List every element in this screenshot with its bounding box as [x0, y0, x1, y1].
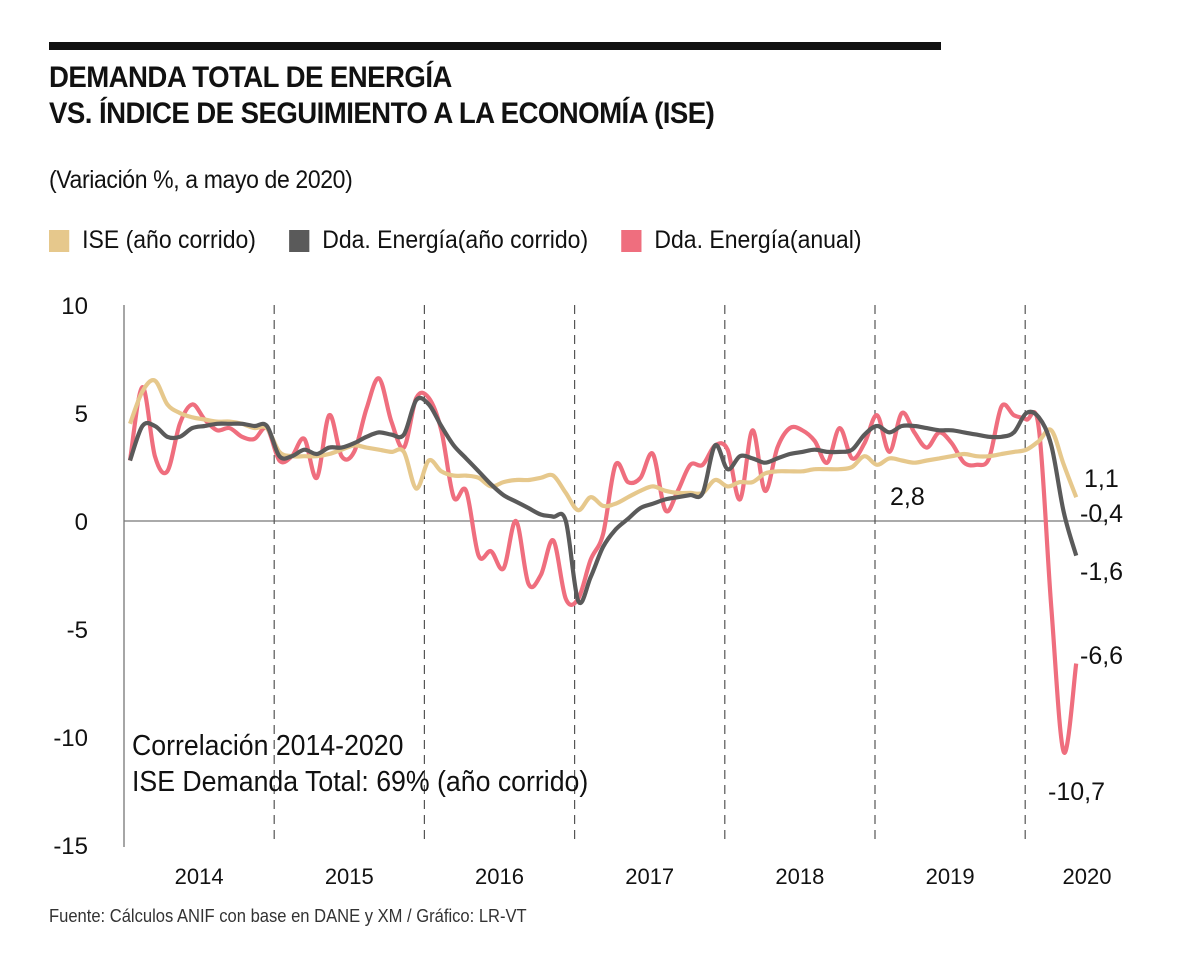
legend-item-energia-ano-corrido: Dda. Energía(año corrido): [289, 226, 588, 255]
legend-swatch-energia-ano-corrido: [289, 229, 310, 252]
x-year-label: 2014: [175, 864, 224, 889]
data-label: -1,6: [1080, 558, 1123, 586]
title-rule: [49, 42, 941, 50]
annotation-line-1: Correlación 2014-2020: [132, 730, 404, 762]
legend-label-energia-ano-corrido: Dda. Energía(año corrido): [322, 226, 589, 254]
data-label: 2,8: [890, 483, 925, 511]
legend: ISE (año corrido) Dda. Energía(año corri…: [49, 226, 895, 255]
series-line-energia-ano-corrido: [128, 395, 1079, 606]
correlation-annotation: Correlación 2014-2020 ISE Demanda Total:…: [132, 728, 588, 800]
data-label: -0,4: [1080, 500, 1123, 528]
y-tick-label: 5: [75, 401, 88, 428]
y-tick-label: 10: [61, 293, 88, 320]
title-line-1: DEMANDA TOTAL DE ENERGÍA: [49, 61, 452, 94]
y-tick-label: -10: [53, 725, 88, 752]
y-axis-ticks: 10 5 0 -5 -10 -15: [53, 293, 88, 860]
x-year-label: 2017: [625, 864, 674, 889]
legend-swatch-ise: [49, 229, 70, 252]
y-tick-label: 0: [75, 509, 88, 536]
legend-item-ise: ISE (año corrido): [49, 226, 256, 255]
x-year-label: 2018: [775, 864, 824, 889]
y-tick-label: -15: [53, 833, 88, 860]
x-year-label: 2016: [475, 864, 524, 889]
source-note: Fuente: Cálculos ANIF con base en DANE y…: [49, 906, 527, 926]
data-label: 1,1: [1084, 465, 1119, 493]
x-year-label: 2019: [926, 864, 975, 889]
legend-item-energia-anual: Dda. Energía(anual): [621, 226, 862, 255]
chart-subtitle: (Variación %, a mayo de 2020): [49, 166, 353, 194]
x-year-label: 2015: [325, 864, 374, 889]
title-line-2: VS. ÍNDICE DE SEGUIMIENTO A LA ECONOMÍA …: [49, 97, 715, 130]
series-lines: [127, 376, 1079, 755]
x-axis-year-labels: 2014 2015 2016 2017 2018 2019 2020: [175, 864, 1112, 889]
point-labels: 2,8 1,1 -0,4 -1,6 -6,6 -10,7: [890, 465, 1123, 806]
legend-label-ise: ISE (año corrido): [82, 226, 256, 254]
data-label: -6,6: [1080, 642, 1123, 670]
annotation-line-2: ISE Demanda Total: 69% (año corrido): [132, 766, 589, 798]
legend-label-energia-anual: Dda. Energía(anual): [654, 226, 862, 254]
x-year-label: 2020: [1063, 864, 1112, 889]
y-tick-label: -5: [67, 617, 88, 644]
legend-swatch-energia-anual: [621, 229, 642, 252]
data-label: -10,7: [1048, 778, 1105, 806]
chart-title: DEMANDA TOTAL DE ENERGÍA VS. ÍNDICE DE S…: [49, 60, 715, 132]
